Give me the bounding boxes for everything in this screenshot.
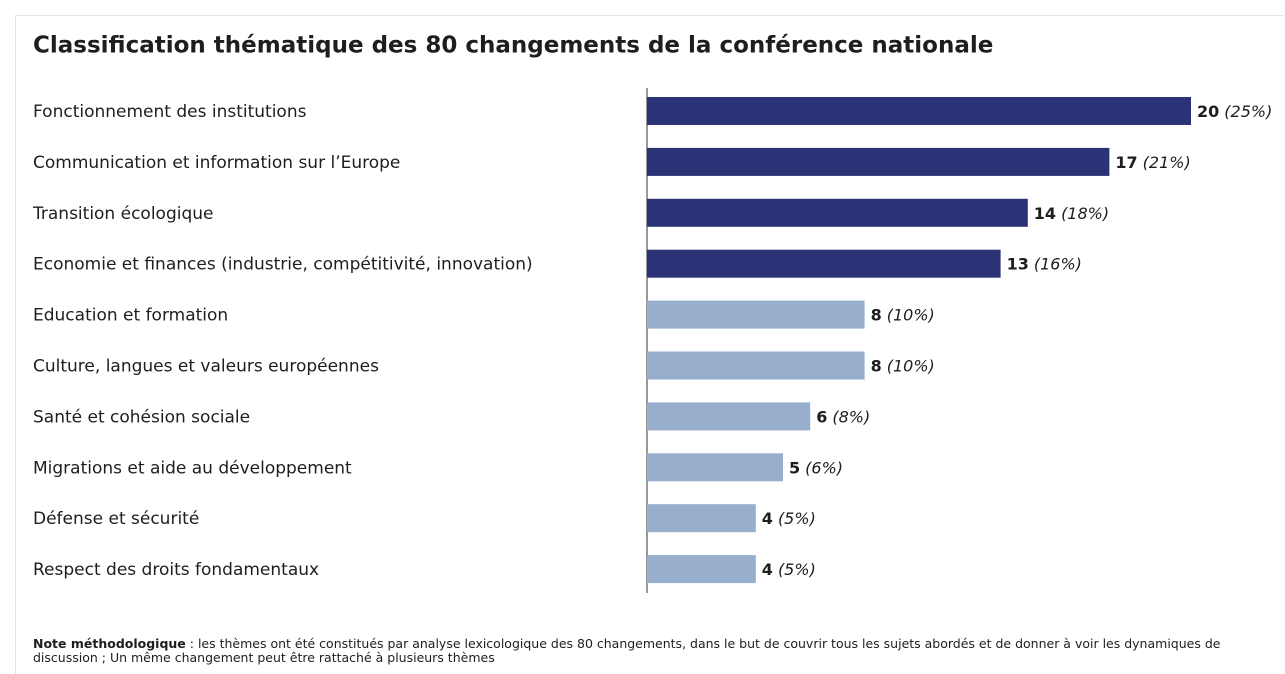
category-label: Culture, langues et valeurs européennes: [33, 357, 379, 377]
data-label: 5 (6%): [789, 458, 843, 477]
category-label: Transition écologique: [32, 204, 213, 224]
value-label: 14: [1034, 203, 1056, 222]
data-label: 4 (5%): [762, 509, 816, 528]
value-label: 8: [871, 305, 882, 324]
note-text: : les thèmes ont été constitués par anal…: [33, 636, 1221, 665]
category-label: Migrations et aide au développement: [33, 458, 352, 478]
note: Note méthodologique : les thèmes ont été…: [33, 637, 1278, 665]
data-label: 20 (25%): [1197, 102, 1272, 121]
share-label: (21%): [1143, 152, 1191, 171]
value-label: 13: [1007, 254, 1029, 273]
share-label: (25%): [1224, 102, 1272, 121]
value-label: 6: [816, 407, 827, 426]
value-label: 4: [762, 560, 773, 579]
bar: [647, 249, 1001, 278]
bar: [647, 402, 811, 431]
bar: [647, 147, 1110, 176]
bar: [647, 453, 783, 482]
share-label: (18%): [1061, 203, 1109, 222]
data-label: 8 (10%): [871, 356, 935, 375]
value-label: 17: [1115, 152, 1137, 171]
category-label: Fonctionnement des institutions: [33, 102, 307, 122]
value-label: 4: [762, 509, 773, 528]
bar: [647, 351, 865, 380]
share-label: (10%): [887, 305, 935, 324]
data-label: 17 (21%): [1115, 152, 1190, 171]
category-label: Défense et sécurité: [33, 509, 199, 529]
bar: [647, 555, 756, 584]
share-label: (5%): [778, 560, 816, 579]
value-label: 20: [1197, 102, 1219, 121]
value-label: 8: [871, 356, 882, 375]
share-label: (6%): [805, 458, 843, 477]
bar: [647, 504, 756, 533]
bar: [647, 300, 865, 329]
chart-title: Classification thématique des 80 changem…: [33, 33, 993, 59]
category-label: Communication et information sur l’Europ…: [33, 153, 400, 173]
value-label: 5: [789, 458, 800, 477]
card: [15, 15, 1284, 674]
category-label: Economie et finances (industrie, compéti…: [33, 255, 533, 275]
chart: Classification thématique des 80 changem…: [32, 33, 1272, 593]
share-label: (8%): [832, 407, 870, 426]
data-label: 6 (8%): [816, 407, 870, 426]
share-label: (5%): [778, 509, 816, 528]
data-label: 13 (16%): [1007, 254, 1082, 273]
share-label: (10%): [887, 356, 935, 375]
category-label: Respect des droits fondamentaux: [33, 560, 319, 580]
category-label: Santé et cohésion sociale: [33, 407, 250, 427]
note-label: Note méthodologique: [33, 636, 186, 651]
data-label: 4 (5%): [762, 560, 816, 579]
category-label: Education et formation: [33, 306, 228, 326]
bar: [647, 198, 1028, 227]
data-label: 8 (10%): [871, 305, 935, 324]
data-label: 14 (18%): [1034, 203, 1109, 222]
bar: [647, 97, 1191, 125]
share-label: (16%): [1034, 254, 1082, 273]
